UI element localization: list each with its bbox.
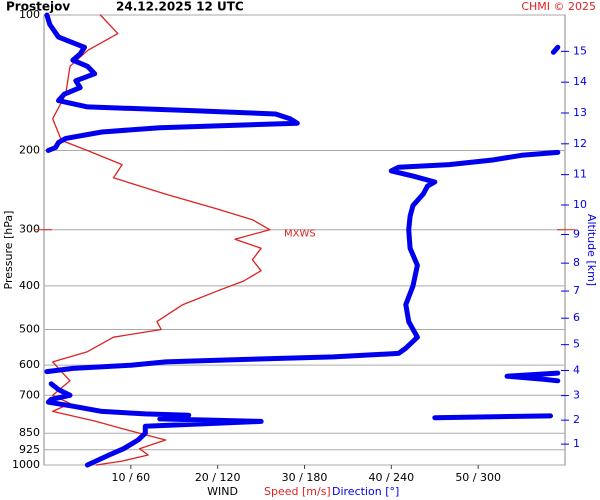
y-tick-label: 1000 <box>12 458 40 471</box>
y-tick-label: 850 <box>19 426 40 439</box>
y-axis-label: Pressure [hPa] <box>2 211 15 290</box>
y-tick-label: 200 <box>19 143 40 156</box>
y2-tick-label: 4 <box>573 363 580 376</box>
y2-tick-label: 2 <box>573 413 580 426</box>
x-tick-label: 50 / 300 <box>455 471 501 484</box>
x-tick-label: 30 / 180 <box>282 471 328 484</box>
credit: CHMI © 2025 <box>521 0 596 13</box>
direction-line <box>44 12 561 468</box>
y2-axis-label: Altitude [km] <box>585 214 598 286</box>
y2-tick-label: 11 <box>573 168 587 181</box>
y-tick-label: 400 <box>19 279 40 292</box>
y2-tick-label: 10 <box>573 198 587 211</box>
y2-tick-label: 5 <box>573 338 580 351</box>
x-tick-label: 40 / 240 <box>368 471 414 484</box>
chart-title: Prostejov <box>6 0 70 14</box>
y2-tick-label: 6 <box>573 311 580 324</box>
plot-frame <box>43 14 566 466</box>
x-tick-label: 20 / 120 <box>195 471 241 484</box>
y-tick-label: 600 <box>19 358 40 371</box>
y-tick-label: 500 <box>19 323 40 336</box>
y2-tick-label: 13 <box>573 106 587 119</box>
legend-label: Direction [°] <box>332 485 399 498</box>
y2-tick-label: 8 <box>573 256 580 269</box>
chart-subtitle: 24.12.2025 12 UTC <box>116 0 244 14</box>
y-tick-label: 300 <box>19 223 40 236</box>
y-tick-label: 100 <box>19 8 40 21</box>
y2-tick-label: 9 <box>573 227 580 240</box>
annotation-label: MXWS <box>284 229 316 240</box>
y-tick-label: 700 <box>19 388 40 401</box>
y-tick-label: 925 <box>19 443 40 456</box>
legend-label: Speed [m/s] <box>264 485 331 498</box>
y2-tick-label: 15 <box>573 44 587 57</box>
y2-tick-label: 12 <box>573 137 587 150</box>
y2-tick-label: 14 <box>573 75 587 88</box>
y2-tick-label: 3 <box>573 389 580 402</box>
y2-tick-label: 7 <box>573 284 580 297</box>
y2-tick-label: 1 <box>573 437 580 450</box>
speed-line <box>52 14 271 466</box>
x-axis-label: WIND <box>207 485 238 498</box>
x-tick-label: 10 / 60 <box>111 471 150 484</box>
